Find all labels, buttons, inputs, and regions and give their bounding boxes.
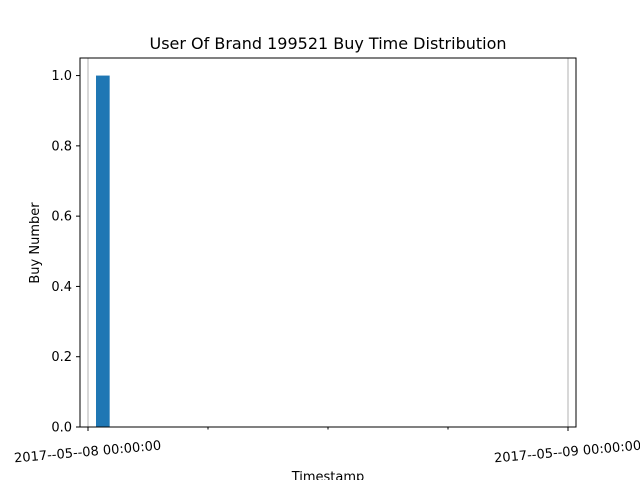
bar-1 <box>96 75 110 428</box>
x-axis-label: Timestamp <box>291 470 365 480</box>
y-tick-label-5: 1.0 <box>51 69 72 84</box>
chart-title: User Of Brand 199521 Buy Time Distributi… <box>149 34 506 53</box>
y-axis-label: Buy Number <box>28 202 43 284</box>
y-tick-label-2: 0.4 <box>51 280 72 295</box>
y-tick-label-4: 0.8 <box>51 139 72 154</box>
y-tick-label-3: 0.6 <box>51 210 72 225</box>
y-tick-label-1: 0.2 <box>51 350 72 365</box>
y-tick-label-0: 0.0 <box>51 421 72 436</box>
